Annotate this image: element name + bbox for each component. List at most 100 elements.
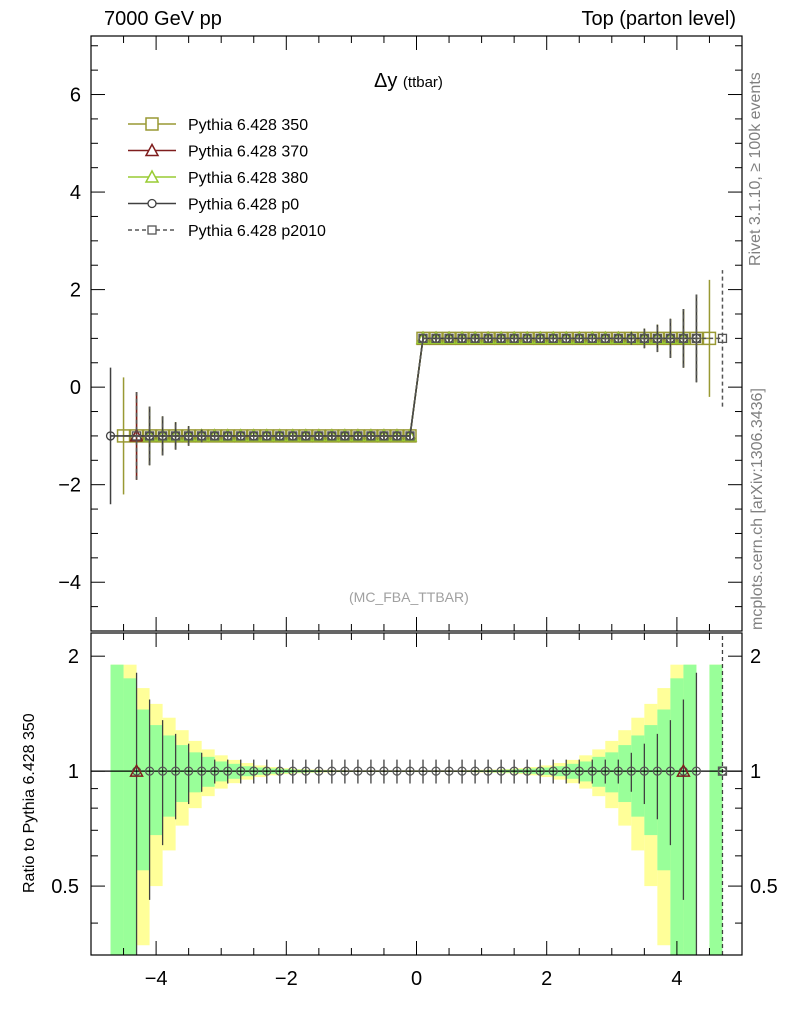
data-point [314, 431, 324, 441]
ratio-point [496, 766, 506, 776]
ratio-point [366, 766, 376, 776]
data-point [223, 431, 233, 441]
data-point [405, 431, 415, 441]
main-data [105, 270, 728, 505]
ratio-ylabel: Ratio to Pythia 6.428 350 [21, 713, 38, 893]
ratio-y-tick-label-right: 0.5 [750, 876, 778, 898]
data-point [392, 431, 402, 441]
ratio-y-tick-label: 1 [68, 761, 79, 783]
data-point [600, 333, 610, 344]
y-tick-label: 6 [70, 85, 81, 107]
ratio-point [288, 766, 298, 776]
data-point [522, 333, 532, 344]
legend-label: Pythia 6.428 380 [188, 170, 308, 187]
ratio-band-green [136, 709, 150, 871]
legend-marker [145, 117, 159, 131]
data-point [131, 431, 142, 441]
ratio-point [418, 766, 428, 776]
ratio-band-green [162, 735, 176, 817]
legend-label: Pythia 6.428 p2010 [188, 223, 326, 240]
ratio-y-tick-label: 2 [68, 646, 79, 668]
data-point [105, 431, 116, 441]
ratio-y-tick-label: 0.5 [51, 876, 79, 898]
data-point [678, 333, 689, 344]
data-point [236, 431, 246, 441]
data-point [288, 431, 298, 441]
data-point [483, 333, 493, 344]
ratio-point [249, 766, 259, 776]
ratio-band-green [175, 745, 189, 803]
ratio-point [561, 766, 571, 776]
ratio-point [379, 766, 389, 776]
data-point [574, 333, 584, 344]
series-4 [131, 270, 728, 480]
series-line [136, 337, 684, 437]
ratio-band-green [670, 678, 684, 955]
ratio-point [457, 766, 467, 776]
x-tick-label: −2 [275, 968, 298, 990]
ratio-band-green [188, 752, 202, 793]
data-point [340, 431, 350, 441]
data-point [418, 333, 428, 344]
data-point [183, 431, 194, 441]
ratio-point [314, 766, 324, 776]
ratio-point [626, 766, 636, 776]
ratio-band-green [644, 725, 658, 836]
data-point [431, 333, 441, 344]
ratio-point [129, 763, 144, 777]
data-point [587, 333, 597, 344]
x-tick-label: 4 [671, 968, 682, 990]
y-tick-label: −2 [58, 475, 81, 497]
ratio-point [236, 766, 246, 776]
ratio-band-green [631, 735, 645, 817]
data-point [626, 333, 636, 344]
ratio-point [158, 766, 168, 776]
ratio-point [652, 766, 662, 776]
legend-marker [147, 225, 157, 235]
series-line [136, 337, 723, 437]
data-point [197, 431, 207, 441]
ratio-bands [110, 664, 723, 955]
x-tick-label: 2 [541, 968, 552, 990]
data-point [665, 333, 676, 344]
main-title-sub: (ttbar) [402, 74, 443, 91]
data-point [301, 431, 311, 441]
ratio-band-green [605, 752, 619, 793]
data-point [353, 431, 363, 441]
ratio-point [327, 766, 337, 776]
ratio-point [691, 766, 702, 776]
data-point [144, 431, 155, 441]
ratio-band-green [123, 678, 137, 955]
data-point [509, 333, 519, 344]
data-point [639, 333, 649, 344]
ratio-point [470, 766, 480, 776]
legend-marker [144, 169, 160, 183]
data-point [496, 333, 506, 344]
y-tick-label: −4 [58, 572, 81, 594]
data-point [210, 431, 220, 441]
legend-marker [144, 142, 160, 157]
ratio-band-green [149, 725, 163, 836]
data-point [457, 333, 467, 344]
ratio-data [91, 635, 742, 955]
ratio-point [275, 766, 285, 776]
rivet-version-label: Rivet 3.1.10, ≥ 100k events [747, 72, 764, 266]
x-tick-label: −4 [145, 968, 168, 990]
ratio-point [210, 766, 220, 776]
ticks [90, 36, 743, 955]
ratio-point [301, 766, 311, 776]
data-point [535, 333, 545, 344]
data-point [157, 431, 168, 441]
ratio-point [535, 766, 545, 776]
main-title: Δy (ttbar) [374, 70, 443, 93]
ratio-point [405, 766, 415, 776]
data-point [327, 431, 337, 441]
header-right: Top (parton level) [581, 8, 736, 30]
y-tick-label: 4 [70, 182, 81, 204]
legend-label: Pythia 6.428 350 [188, 117, 308, 134]
ratio-point [483, 766, 493, 776]
ratio-point [392, 766, 402, 776]
legend-marker [147, 198, 157, 209]
ratio-point [587, 766, 597, 776]
main-title-symbol: Δy [374, 70, 398, 92]
